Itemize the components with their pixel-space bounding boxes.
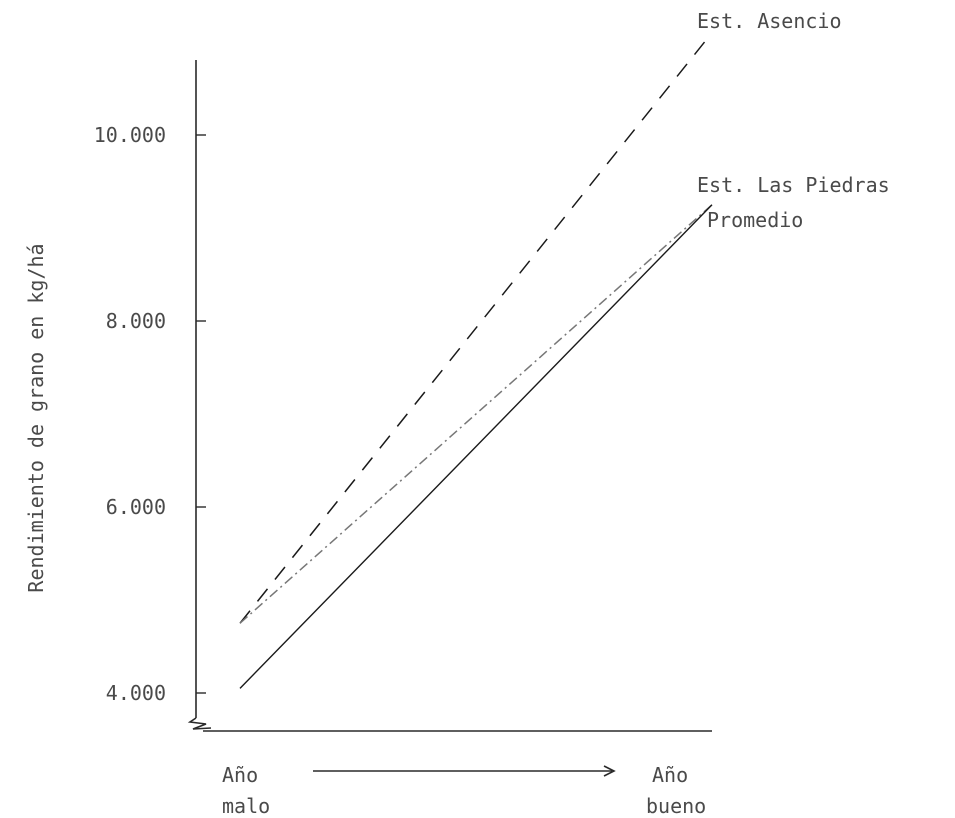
series-line-1 [239,204,713,624]
series-line-0 [239,32,713,624]
axis-break-mark [187,717,212,730]
series-label-promedio: Promedio [707,208,803,232]
x-category-bueno-line2: bueno [646,794,706,818]
series-lines [239,32,713,689]
y-tick-label-3: 10.000 [94,123,166,147]
y-ticks: 4.000 6.000 8.000 10.000 [94,123,206,705]
x-direction-arrowhead [603,765,616,777]
x-category-malo-line2: malo [222,794,270,818]
y-tick-label-0: 4.000 [106,681,166,705]
y-tick-label-2: 8.000 [106,309,166,333]
x-category-malo-line1: Año [222,763,258,787]
series-label-asencio: Est. Asencio [697,9,842,33]
series-label-las-piedras: Est. Las Piedras [697,173,890,197]
y-tick-label-1: 6.000 [106,495,166,519]
series-line-2 [239,204,713,689]
x-category-bueno-line1: Año [652,763,688,787]
y-axis-label: Rendimiento de grano en kg/há [24,243,48,592]
